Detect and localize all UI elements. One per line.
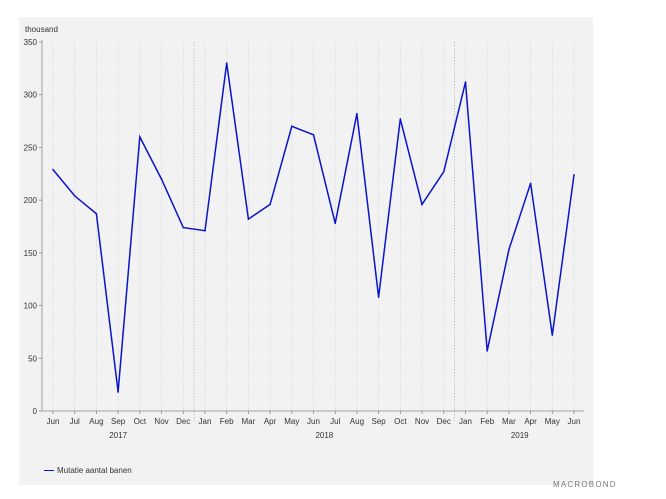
data-point xyxy=(356,112,358,115)
line-chart: 0 50 100 150 200 250 300 350 thousand Jun Jul Aug Se… xyxy=(24,25,584,440)
x-tick-label: Sep xyxy=(111,417,126,426)
data-point xyxy=(334,222,337,225)
x-tick-label: Oct xyxy=(134,417,147,426)
year-label: 2018 xyxy=(315,431,333,440)
x-tick-label: Jun xyxy=(568,417,581,426)
data-point xyxy=(529,182,532,185)
y-tick-label: 150 xyxy=(24,249,38,258)
y-tick-label: 50 xyxy=(28,354,37,363)
x-tick-label: Aug xyxy=(89,417,103,426)
legend-line-swatch xyxy=(44,470,54,471)
chart-panel: 0 50 100 150 200 250 300 350 thousand Jun Jul Aug Se… xyxy=(19,17,616,489)
x-tick-label: Feb xyxy=(480,417,494,426)
legend: Mutatie aantal banen xyxy=(44,466,132,475)
data-point xyxy=(73,195,76,197)
x-tick-label: Dec xyxy=(176,417,190,426)
data-point xyxy=(247,218,250,220)
x-tick-label: Nov xyxy=(154,417,168,426)
brand-logo: MACROBOND xyxy=(553,480,617,489)
x-tick-label: Jul xyxy=(70,417,80,426)
data-point xyxy=(399,118,402,120)
data-point xyxy=(551,334,554,336)
x-tick-label: Jun xyxy=(307,417,320,426)
x-tick-label: Dec xyxy=(437,417,451,426)
data-point xyxy=(377,296,380,298)
year-label: 2019 xyxy=(511,431,529,440)
x-tick-label: Oct xyxy=(394,417,407,426)
x-tick-label: Nov xyxy=(415,417,429,426)
data-point xyxy=(442,170,445,173)
data-point xyxy=(139,136,141,138)
data-point xyxy=(508,248,510,251)
x-tick-label: May xyxy=(545,417,560,426)
data-point xyxy=(486,350,488,352)
data-point xyxy=(204,229,206,232)
data-point xyxy=(573,174,575,176)
x-tick-label: Mar xyxy=(502,417,516,426)
data-point xyxy=(52,168,54,171)
x-tick-label: Apr xyxy=(524,417,537,426)
x-tick-label: Jan xyxy=(459,417,472,426)
data-point xyxy=(95,213,98,215)
data-point xyxy=(225,62,228,64)
x-tick-label: Jan xyxy=(199,417,212,426)
x-tick-label: Jul xyxy=(330,417,340,426)
x-tick-label: May xyxy=(284,417,299,426)
data-point xyxy=(269,203,271,206)
x-tick-label: Sep xyxy=(372,417,387,426)
x-tick-label: Apr xyxy=(264,417,277,426)
legend-label: Mutatie aantal banen xyxy=(57,466,132,475)
data-point xyxy=(421,203,423,206)
data-point xyxy=(312,133,315,136)
data-point xyxy=(182,226,185,229)
year-label: 2017 xyxy=(109,431,127,440)
y-tick-label: 250 xyxy=(24,143,38,152)
data-point xyxy=(117,391,119,393)
y-unit-label: thousand xyxy=(25,25,58,34)
data-point xyxy=(464,81,467,83)
y-tick-label: 200 xyxy=(24,196,38,205)
x-tick-label: Jun xyxy=(47,417,60,426)
y-tick-label: 350 xyxy=(24,38,38,47)
x-tick-label: Aug xyxy=(350,417,364,426)
y-tick-label: 100 xyxy=(24,302,38,311)
y-tick-label: 0 xyxy=(33,407,38,416)
x-tick-label: Feb xyxy=(220,417,234,426)
y-tick-label: 300 xyxy=(24,91,38,100)
data-point xyxy=(160,178,163,180)
data-point xyxy=(290,125,293,128)
x-tick-label: Mar xyxy=(241,417,255,426)
